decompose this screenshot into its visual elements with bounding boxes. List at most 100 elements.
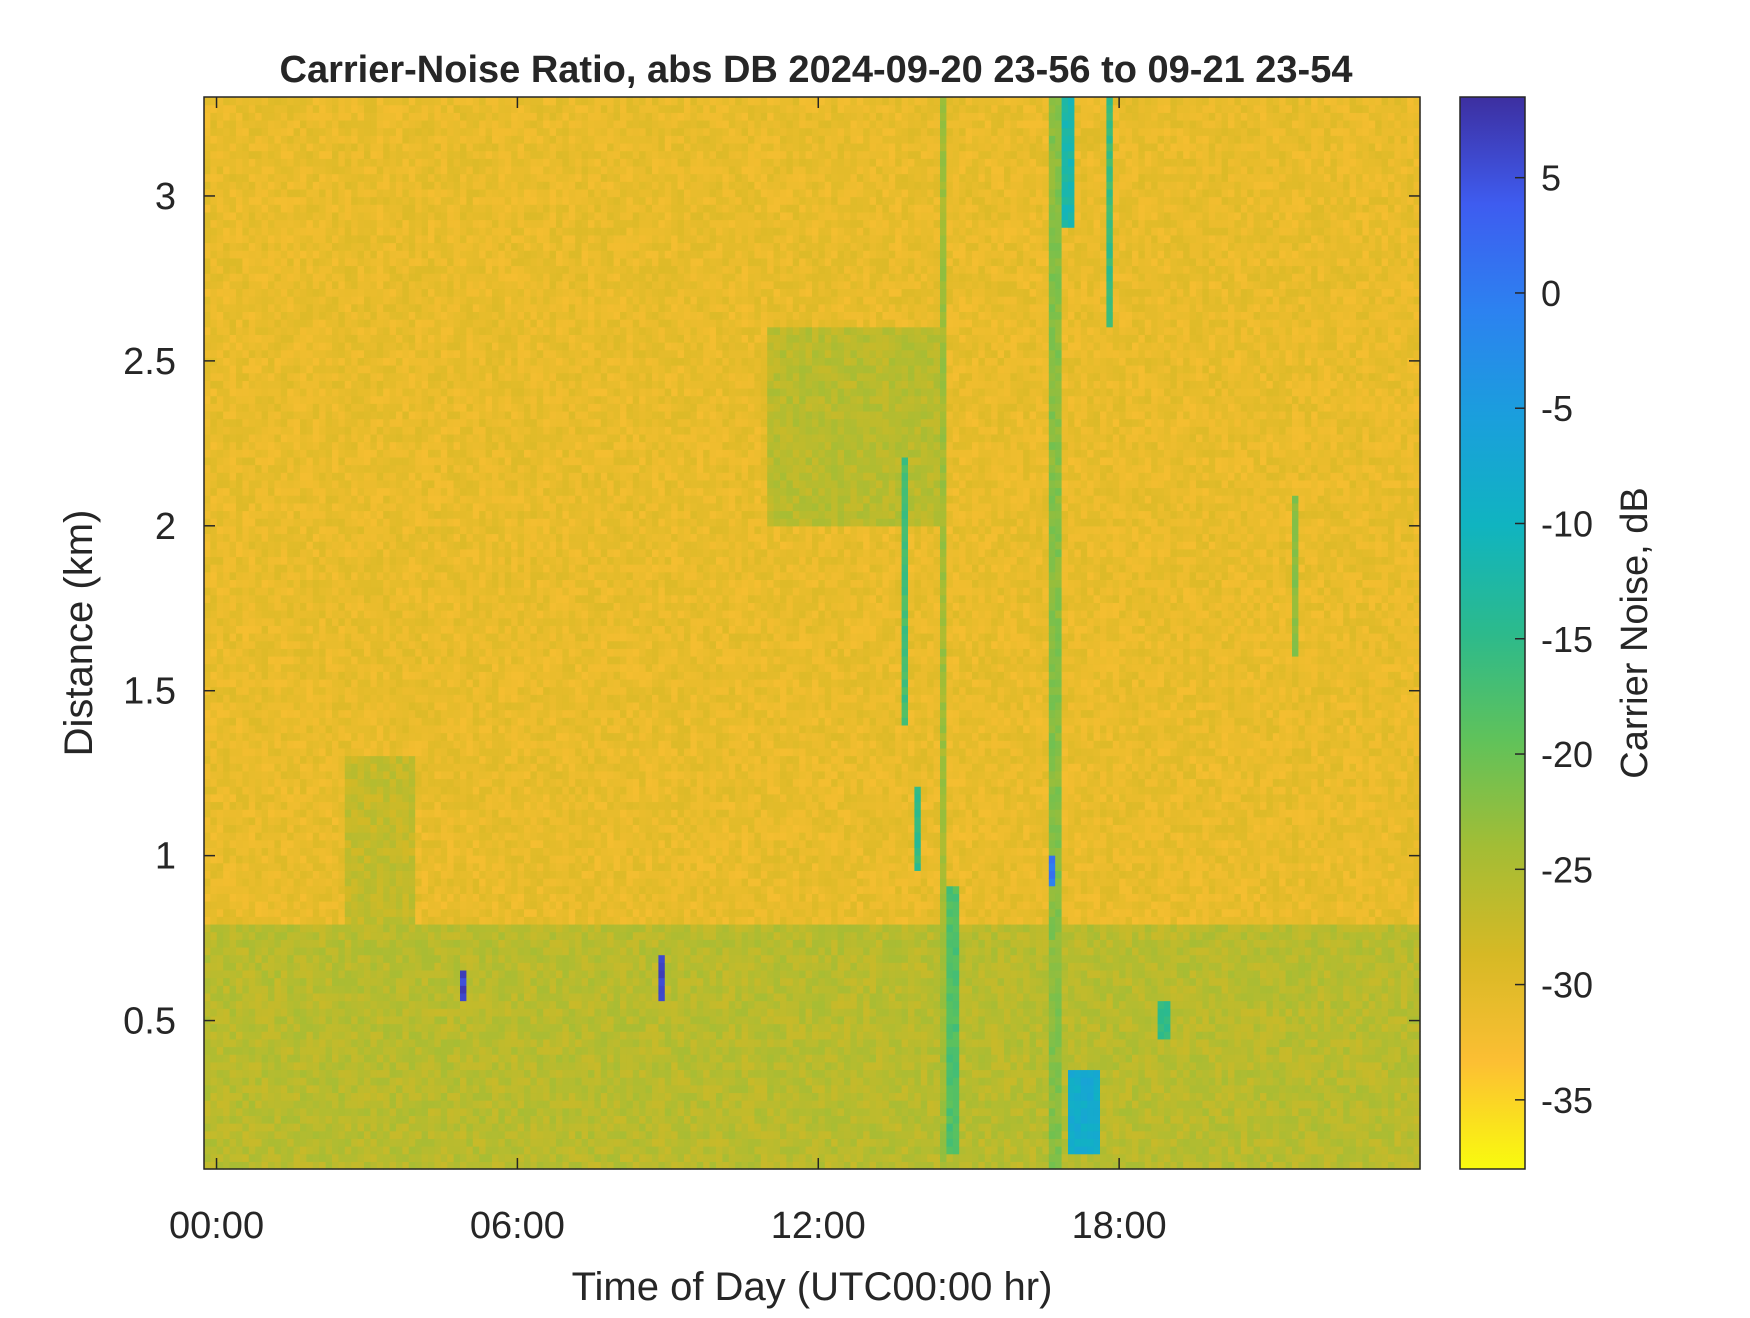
heatmap-cell [274, 817, 281, 825]
heatmap-cell [281, 610, 288, 618]
heatmap-cell [390, 656, 397, 664]
heatmap-cell [268, 556, 275, 564]
heatmap-cell [319, 901, 326, 909]
heatmap-cell [390, 633, 397, 641]
heatmap-cell [345, 748, 352, 756]
heatmap-cell [313, 1039, 320, 1047]
heatmap-cell [402, 656, 409, 664]
heatmap-cell [281, 763, 288, 771]
heatmap-cell [268, 128, 275, 136]
heatmap-cell [287, 533, 294, 541]
heatmap-cell [210, 901, 217, 909]
heatmap-cell [262, 357, 269, 365]
heatmap-cell [217, 664, 224, 672]
heatmap-cell [422, 151, 429, 159]
heatmap-cell [396, 939, 403, 947]
heatmap-cell [274, 985, 281, 993]
heatmap-cell [390, 526, 397, 534]
heatmap-cell [236, 985, 243, 993]
heatmap-cell [217, 947, 224, 955]
heatmap-cell [338, 855, 345, 863]
heatmap-cell [262, 281, 269, 289]
heatmap-cell [319, 870, 326, 878]
heatmap-cell [422, 105, 429, 113]
heatmap-cell [268, 870, 275, 878]
heatmap-cell [326, 97, 333, 105]
heatmap-cell [396, 105, 403, 113]
heatmap-cell [223, 319, 230, 327]
heatmap-cell [338, 1138, 345, 1146]
heatmap-cell [249, 541, 256, 549]
heatmap-cell [345, 166, 352, 174]
heatmap-cell [306, 1039, 313, 1047]
heatmap-cell [242, 756, 249, 764]
heatmap-cell [390, 1024, 397, 1032]
heatmap-cell [242, 656, 249, 664]
heatmap-cell [236, 847, 243, 855]
heatmap-cell [396, 924, 403, 932]
heatmap-cell [313, 717, 320, 725]
heatmap-cell [236, 258, 243, 266]
heatmap-cell [383, 533, 390, 541]
heatmap-cell [428, 939, 435, 947]
heatmap-cell [294, 128, 301, 136]
heatmap-cell [287, 181, 294, 189]
heatmap-cell [358, 939, 365, 947]
heatmap-cell [210, 702, 217, 710]
heatmap-cell [383, 916, 390, 924]
heatmap-cell [422, 1092, 429, 1100]
heatmap-cell [345, 886, 352, 894]
heatmap-cell [255, 855, 262, 863]
heatmap-cell [236, 135, 243, 143]
heatmap-cell [287, 1154, 294, 1162]
heatmap-cell [428, 878, 435, 886]
heatmap-cell [402, 625, 409, 633]
heatmap-cell [210, 641, 217, 649]
heatmap-cell [217, 671, 224, 679]
heatmap-cell [242, 556, 249, 564]
heatmap-cell [332, 863, 339, 871]
heatmap-cell [281, 105, 288, 113]
heatmap-cell [217, 978, 224, 986]
heatmap-cell [306, 602, 313, 610]
heatmap-cell [255, 1062, 262, 1070]
heatmap-cell [281, 265, 288, 273]
heatmap-cell [223, 587, 230, 595]
heatmap-cell [300, 1131, 307, 1139]
heatmap-cell [370, 648, 377, 656]
heatmap-cell [390, 258, 397, 266]
heatmap-cell [274, 1046, 281, 1054]
heatmap-cell [364, 947, 371, 955]
heatmap-cell [332, 633, 339, 641]
heatmap-cell [242, 610, 249, 618]
heatmap-cell [287, 801, 294, 809]
heatmap-cell [268, 978, 275, 986]
heatmap-cell [306, 449, 313, 457]
heatmap-cell [345, 595, 352, 603]
heatmap-cell [364, 1131, 371, 1139]
heatmap-cell [204, 265, 211, 273]
heatmap-cell [306, 1054, 313, 1062]
heatmap-cell [236, 671, 243, 679]
heatmap-cell [428, 1123, 435, 1131]
heatmap-cell [370, 449, 377, 457]
heatmap-cell [345, 426, 352, 434]
heatmap-cell [287, 1115, 294, 1123]
heatmap-cell [262, 656, 269, 664]
heatmap-cell [300, 1138, 307, 1146]
heatmap-cell [287, 564, 294, 572]
heatmap-cell [306, 832, 313, 840]
heatmap-cell [287, 128, 294, 136]
heatmap-cell [332, 756, 339, 764]
heatmap-cell [204, 702, 211, 710]
heatmap-cell [236, 541, 243, 549]
heatmap-cell [358, 1085, 365, 1093]
heatmap-cell [370, 824, 377, 832]
heatmap-cell [294, 212, 301, 220]
heatmap-cell [249, 373, 256, 381]
heatmap-cell [390, 664, 397, 672]
heatmap-cell [255, 564, 262, 572]
heatmap-cell [313, 1131, 320, 1139]
heatmap-cell [383, 365, 390, 373]
heatmap-cell [210, 1100, 217, 1108]
